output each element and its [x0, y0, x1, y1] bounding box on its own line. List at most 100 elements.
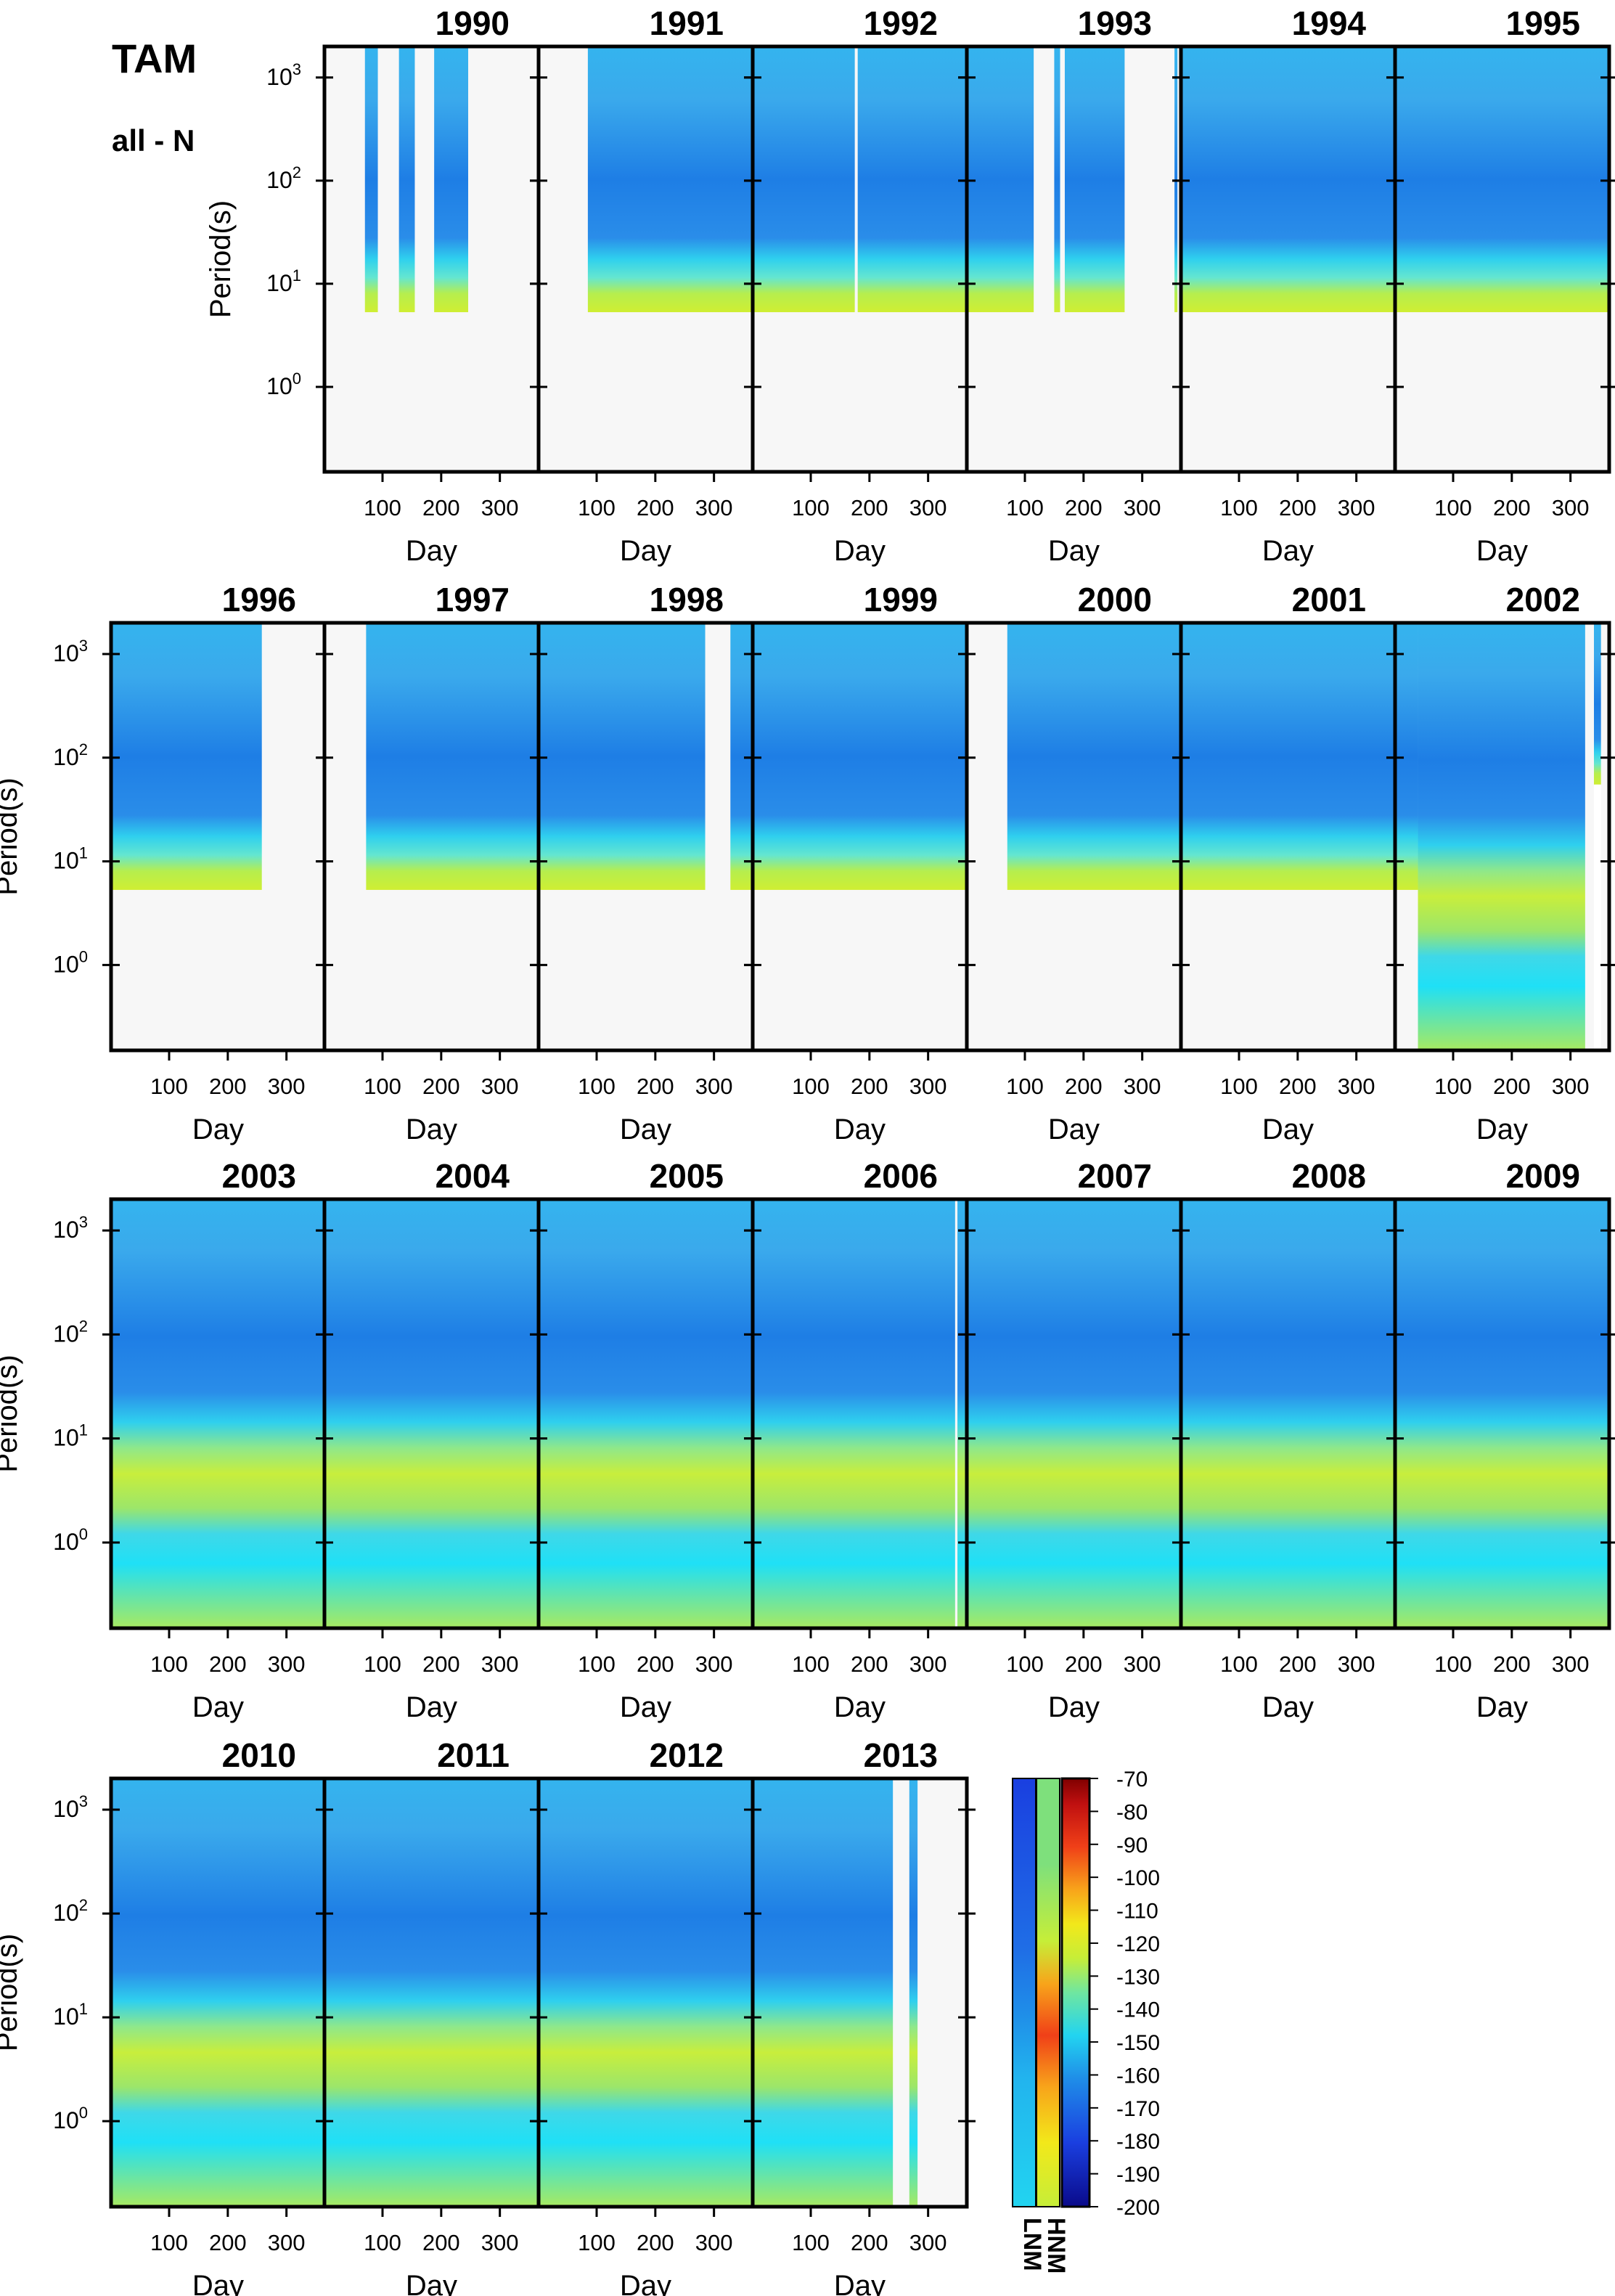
- panel-frame: [1393, 44, 1611, 474]
- panel-2003: 100 200 300 Day 2003 100 101 102 103 Period(s): [0, 1157, 334, 1723]
- panel-1991: 100 200 300 Day 1991: [530, 4, 761, 567]
- y-tick-label: 102: [266, 163, 301, 193]
- panel-1992: 100 200 300 Day 1992: [744, 4, 976, 567]
- y-tick-label: 101: [53, 844, 88, 874]
- panel-1990: 100 200 300 Day 1990 100 101 102 103 Period(s): [205, 4, 547, 567]
- data-segment: [1054, 46, 1060, 313]
- y-tick-label: 101: [53, 2000, 88, 2030]
- x-axis-label: Day: [1048, 1114, 1100, 1145]
- x-axis-label: Day: [834, 1114, 886, 1145]
- x-tick-label: 100: [1220, 495, 1258, 520]
- x-axis-label: Day: [192, 2270, 244, 2296]
- colorbar-tick-label: -200: [1116, 2196, 1160, 2220]
- x-tick-label: 200: [1279, 1651, 1317, 1677]
- data-segment: [1395, 46, 1609, 313]
- panel-year-title: 2007: [1078, 1157, 1152, 1195]
- panel-year-title: 2013: [864, 1736, 938, 1774]
- x-tick-label: 100: [1220, 1074, 1258, 1099]
- data-segment: [111, 1778, 325, 2207]
- colorbar-tick-label: -160: [1116, 2064, 1160, 2088]
- x-axis-label: Day: [406, 2270, 457, 2296]
- lnm-bar: [1012, 1778, 1037, 2207]
- y-tick-label: 100: [53, 1525, 88, 1555]
- y-axis-label: Period(s): [0, 1934, 23, 2051]
- x-tick-label: 200: [209, 1074, 247, 1099]
- panel-year-title: 1994: [1292, 4, 1367, 42]
- colorbar-tick-label: -150: [1116, 2031, 1160, 2055]
- x-tick-label: 300: [1338, 1074, 1375, 1099]
- x-tick-label: 300: [481, 1074, 519, 1099]
- data-segment: [587, 46, 753, 313]
- panel-year-title: 1990: [436, 4, 510, 42]
- data-segment: [1181, 1199, 1395, 1628]
- colorbar: -70 -80 -90 -100 -110 -120 -130 -140 -150 -160 -17…: [1012, 1768, 1160, 2273]
- data-segment: [1181, 46, 1395, 313]
- data-segment: [753, 46, 855, 313]
- y-tick-label: 102: [53, 740, 88, 770]
- x-tick-label: 200: [1279, 495, 1317, 520]
- x-tick-label: 100: [1434, 1651, 1472, 1677]
- x-tick-label: 200: [422, 2230, 460, 2255]
- panel-year-title: 2006: [864, 1157, 938, 1195]
- x-tick-label: 300: [909, 2230, 947, 2255]
- x-axis-label: Day: [406, 1114, 457, 1145]
- x-tick-label: 100: [1220, 1651, 1258, 1677]
- x-tick-label: 200: [1065, 495, 1103, 520]
- x-tick-label: 100: [364, 1651, 401, 1677]
- x-tick-label: 300: [909, 1651, 947, 1677]
- panel-1995: 100 200 300 Day 1995: [1386, 4, 1615, 567]
- panel-year-title: 2002: [1506, 581, 1580, 618]
- data-segment: [1395, 1199, 1609, 1628]
- x-tick-label: 300: [1338, 1651, 1375, 1677]
- x-tick-label: 300: [695, 2230, 733, 2255]
- x-tick-label: 200: [637, 1074, 674, 1099]
- reference-label-hnm: HNM: [1042, 2218, 1070, 2273]
- panel-year-title: 1999: [864, 581, 938, 618]
- x-axis-label: Day: [192, 1691, 244, 1723]
- data-segment: [539, 623, 706, 890]
- x-tick-label: 100: [1006, 1651, 1044, 1677]
- x-axis-label: Day: [834, 1691, 886, 1723]
- panel-2007: 100 200 300 Day 2007: [958, 1157, 1190, 1723]
- data-gap: [1593, 784, 1601, 1050]
- x-tick-label: 100: [792, 1651, 830, 1677]
- x-tick-label: 200: [851, 2230, 888, 2255]
- y-tick-label: 101: [53, 1421, 88, 1451]
- panel-2008: 100 200 300 Day 2008: [1172, 1157, 1404, 1723]
- panel-year-title: 1993: [1078, 4, 1152, 42]
- data-segment: [539, 1199, 753, 1628]
- panel-2004: 100 200 300 Day 2004: [316, 1157, 547, 1723]
- panel-2002: 100 200 300 Day 2002: [1386, 581, 1615, 1145]
- panel-frame: [751, 1776, 969, 2209]
- x-tick-label: 200: [1493, 1651, 1531, 1677]
- panel-year-title: 2009: [1506, 1157, 1580, 1195]
- x-tick-label: 300: [1552, 495, 1590, 520]
- x-tick-label: 100: [364, 495, 401, 520]
- data-segment: [967, 46, 1034, 313]
- data-segment: [1174, 46, 1178, 313]
- colorbar-tick-label: -140: [1116, 1998, 1160, 2022]
- x-tick-label: 200: [637, 495, 674, 520]
- colorbar-tick-label: -120: [1116, 1932, 1160, 1956]
- x-tick-label: 300: [1338, 495, 1375, 520]
- x-tick-label: 300: [481, 495, 519, 520]
- x-tick-label: 100: [792, 2230, 830, 2255]
- x-axis-label: Day: [834, 2270, 886, 2296]
- x-tick-label: 300: [695, 1074, 733, 1099]
- x-tick-label: 300: [1124, 1651, 1161, 1677]
- x-tick-label: 300: [1552, 1651, 1590, 1677]
- x-axis-label: Day: [1262, 535, 1314, 567]
- x-axis-label: Day: [1262, 1691, 1314, 1723]
- panel-1993: 100 200 300 Day 1993: [958, 4, 1190, 567]
- data-segment: [857, 46, 967, 313]
- data-segment: [366, 623, 539, 890]
- data-segment: [324, 1778, 539, 2207]
- panel-year-title: 1998: [650, 581, 724, 618]
- data-segment: [753, 623, 967, 890]
- data-segment: [730, 623, 753, 890]
- panel-1994: 100 200 300 Day 1994: [1172, 4, 1404, 567]
- x-tick-label: 300: [695, 1651, 733, 1677]
- x-tick-label: 200: [1493, 495, 1531, 520]
- data-segment: [539, 1778, 753, 2207]
